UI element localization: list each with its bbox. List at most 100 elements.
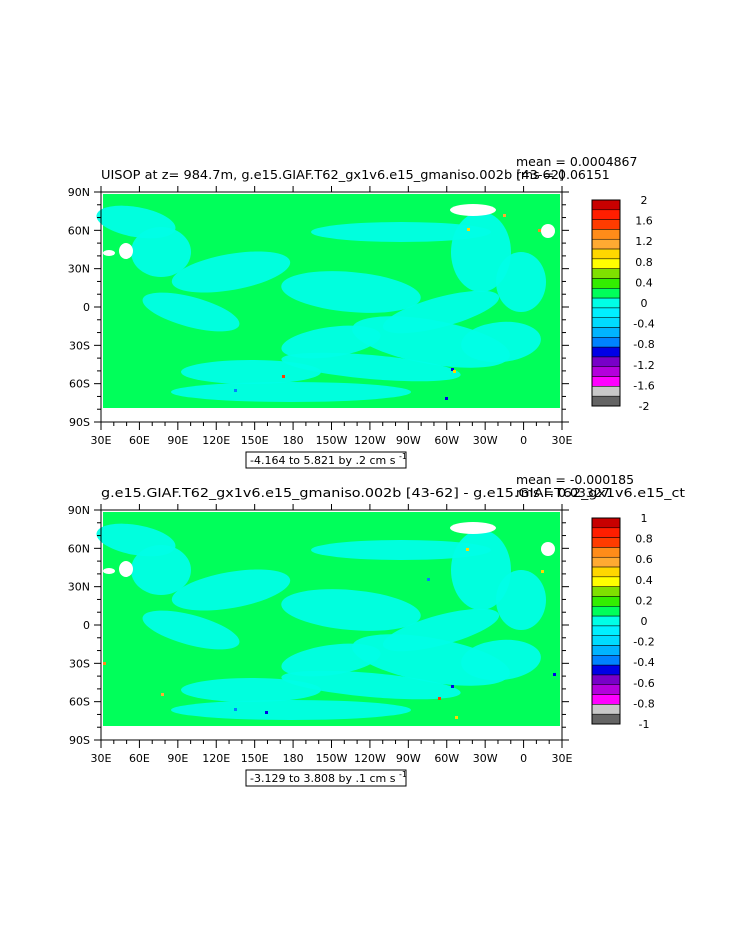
panel-top-colorbar-swatch xyxy=(591,238,621,250)
panel-top-missing-regions xyxy=(101,204,562,422)
panel-top-y-tick-label: 90S xyxy=(69,416,90,429)
panel-top-y-tick-label: 30S xyxy=(69,339,90,352)
panel-top-negative-blob xyxy=(96,205,176,239)
panel-top-y-tick-label: 60N xyxy=(68,224,90,237)
panel-bottom: g.e15.GIAF.T62_gx1v6.e15_gmaniso.002b [4… xyxy=(68,472,685,787)
panel-top-rms: rms = 0.06151 xyxy=(516,167,610,182)
panel-top-colorbar-swatch xyxy=(591,268,621,279)
panel-bottom-extreme-speck xyxy=(427,578,430,581)
panel-bottom-colorbar-swatch xyxy=(591,684,621,695)
panel-bottom-extreme-specks xyxy=(103,548,556,719)
panel-top-colorbar-swatch xyxy=(591,278,621,289)
panel-bottom-negative-blob xyxy=(96,523,176,557)
panel-bottom-negative-blob xyxy=(496,570,546,630)
panel-top-missing-black-sea xyxy=(103,250,115,256)
panel-top-colorbar-swatch xyxy=(591,327,621,338)
panel-bottom-colorbar-label: 0.4 xyxy=(635,574,653,587)
panel-top-negative-blob xyxy=(451,212,511,292)
panel-top-negative-regions xyxy=(96,205,546,402)
panel-bottom-colorbar-swatch xyxy=(591,713,621,725)
panel-bottom-colorbar-swatch xyxy=(591,704,621,715)
panel-top-negative-blob xyxy=(281,271,421,313)
panel-bottom-extreme-speck xyxy=(103,662,106,665)
panel-bottom-negative-blob xyxy=(181,678,321,702)
panel-bottom-colorbar-swatch xyxy=(591,527,621,538)
panel-top-colorbar-swatch xyxy=(591,229,621,240)
panel-bottom-colorbar-swatch xyxy=(591,517,621,529)
panel-top-plot-area xyxy=(96,191,563,423)
panel-top-missing-antarctica xyxy=(101,408,562,422)
panel-bottom-x-tick-label: 90E xyxy=(167,752,188,765)
panel-top-mean: mean = 0.0004867 xyxy=(516,154,637,169)
panel-bottom-rms: rms = 0.03327 xyxy=(516,485,610,500)
panel-top-y-tick-label: 0 xyxy=(83,301,90,314)
panel-top-negative-blob xyxy=(171,382,411,402)
panel-bottom-negative-blob xyxy=(281,670,461,700)
panel-bottom-negative-blob xyxy=(281,589,421,631)
panel-bottom-colorbar-label: -0.4 xyxy=(633,656,654,669)
panel-top-colorbar-label: -0.4 xyxy=(633,318,654,331)
svg-text:-4.164 to 5.821 by .2 cm s: -4.164 to 5.821 by .2 cm s -1 xyxy=(250,452,407,467)
panel-bottom-colorbar: 1 0.8 0.6 0.4 0.2 0 -0.2 -0.4 -0.6 -0.8 -1 xyxy=(591,512,655,731)
panel-bottom-greenland-missing xyxy=(450,522,496,534)
panel-top-colorbar-swatch xyxy=(591,376,621,387)
panel-bottom-colorbar-label: 1 xyxy=(641,512,648,525)
panel-top-missing-caspian xyxy=(119,243,133,259)
panel-bottom-x-tick-label: 150E xyxy=(241,752,269,765)
panel-bottom-y-tick-label: 30N xyxy=(68,581,90,594)
panel-bottom-colorbar-swatch xyxy=(591,655,621,666)
panel-top-x-tick-label: 150W xyxy=(316,434,348,447)
panel-bottom-colorbar-label: -0.6 xyxy=(633,677,654,690)
panel-top-colorbar-swatch xyxy=(591,337,621,348)
panel-bottom-colorbar-swatch xyxy=(591,645,621,656)
panel-bottom-colorbar-swatch xyxy=(591,694,621,705)
panel-bottom-colorbar-swatch xyxy=(591,556,621,568)
panel-top-extreme-speck xyxy=(453,370,456,373)
panel-bottom-colorbar-swatch xyxy=(591,606,621,617)
panel-bottom-title: g.e15.GIAF.T62_gx1v6.e15_gmaniso.002b [4… xyxy=(101,485,685,500)
panel-bottom-colorbar-label: -0.2 xyxy=(633,636,654,649)
panel-bottom-negative-blob xyxy=(461,639,541,681)
panel-bottom-extreme-speck xyxy=(265,711,268,714)
panel-bottom-extreme-speck xyxy=(438,697,441,700)
panel-top-colorbar: 2 1.6 1.2 0.8 0.4 0 -0.4 -0.8 -1.2 -1.6 -2 xyxy=(591,194,655,413)
panel-bottom-extreme-speck xyxy=(451,685,454,688)
panel-top-range-text: -4.164 to 5.821 by .2 cm s xyxy=(250,454,396,467)
panel-top-colorbar-swatch xyxy=(591,199,621,211)
panel-top-x-tick-label: 180 xyxy=(283,434,304,447)
panel-top-negative-blob xyxy=(131,227,191,277)
panel-bottom-missing-baltic xyxy=(541,542,555,556)
panel-top-extreme-speck xyxy=(445,397,448,400)
panel-top-y-tick-label: 90N xyxy=(68,186,90,199)
panel-bottom-colorbar-swatch xyxy=(591,664,621,676)
panel-bottom-y-tick-label: 0 xyxy=(83,619,90,632)
panel-top-colorbar-label: 0 xyxy=(641,297,648,310)
panel-bottom-x-tick-label: 30E xyxy=(91,752,112,765)
panel-top: UISOP at z= 984.7m, g.e15.GIAF.T62_gx1v6… xyxy=(68,154,655,469)
panel-top-greenland-missing xyxy=(450,204,496,216)
panel-bottom-extreme-speck xyxy=(234,708,237,711)
panel-top-range-label: -4.164 to 5.821 by .2 cm s -1 xyxy=(245,451,407,469)
panel-top-extreme-speck xyxy=(234,389,237,392)
panel-top-extreme-speck xyxy=(282,375,285,378)
panel-top-extreme-speck xyxy=(503,214,506,217)
panel-bottom-x-tick-label: 180 xyxy=(283,752,304,765)
panel-top-negative-blob xyxy=(382,290,500,334)
panel-top-colorbar-swatch xyxy=(591,307,621,318)
panel-bottom-y-tick-label: 30S xyxy=(69,657,90,670)
panel-top-colorbar-swatch xyxy=(591,258,621,269)
panel-bottom-x-tick-label: 120W xyxy=(354,752,386,765)
panel-bottom-negative-blob xyxy=(311,540,491,560)
panel-bottom-negative-regions xyxy=(96,523,546,720)
panel-top-negative-blob xyxy=(181,360,321,384)
panel-top-range-sup: -1 xyxy=(399,452,407,461)
panel-top-colorbar-label: -1.6 xyxy=(633,379,654,392)
panel-bottom-mean: mean = -0.000185 xyxy=(516,472,634,487)
panel-bottom-missing-regions xyxy=(101,522,562,740)
panel-top-x-tick-label: 0 xyxy=(520,434,527,447)
panel-bottom-colorbar-swatch xyxy=(591,547,621,558)
panel-top-colorbar-label: -2 xyxy=(639,400,650,413)
panel-bottom-x-tick-label: 150W xyxy=(316,752,348,765)
panel-bottom-negative-blob xyxy=(171,569,291,611)
